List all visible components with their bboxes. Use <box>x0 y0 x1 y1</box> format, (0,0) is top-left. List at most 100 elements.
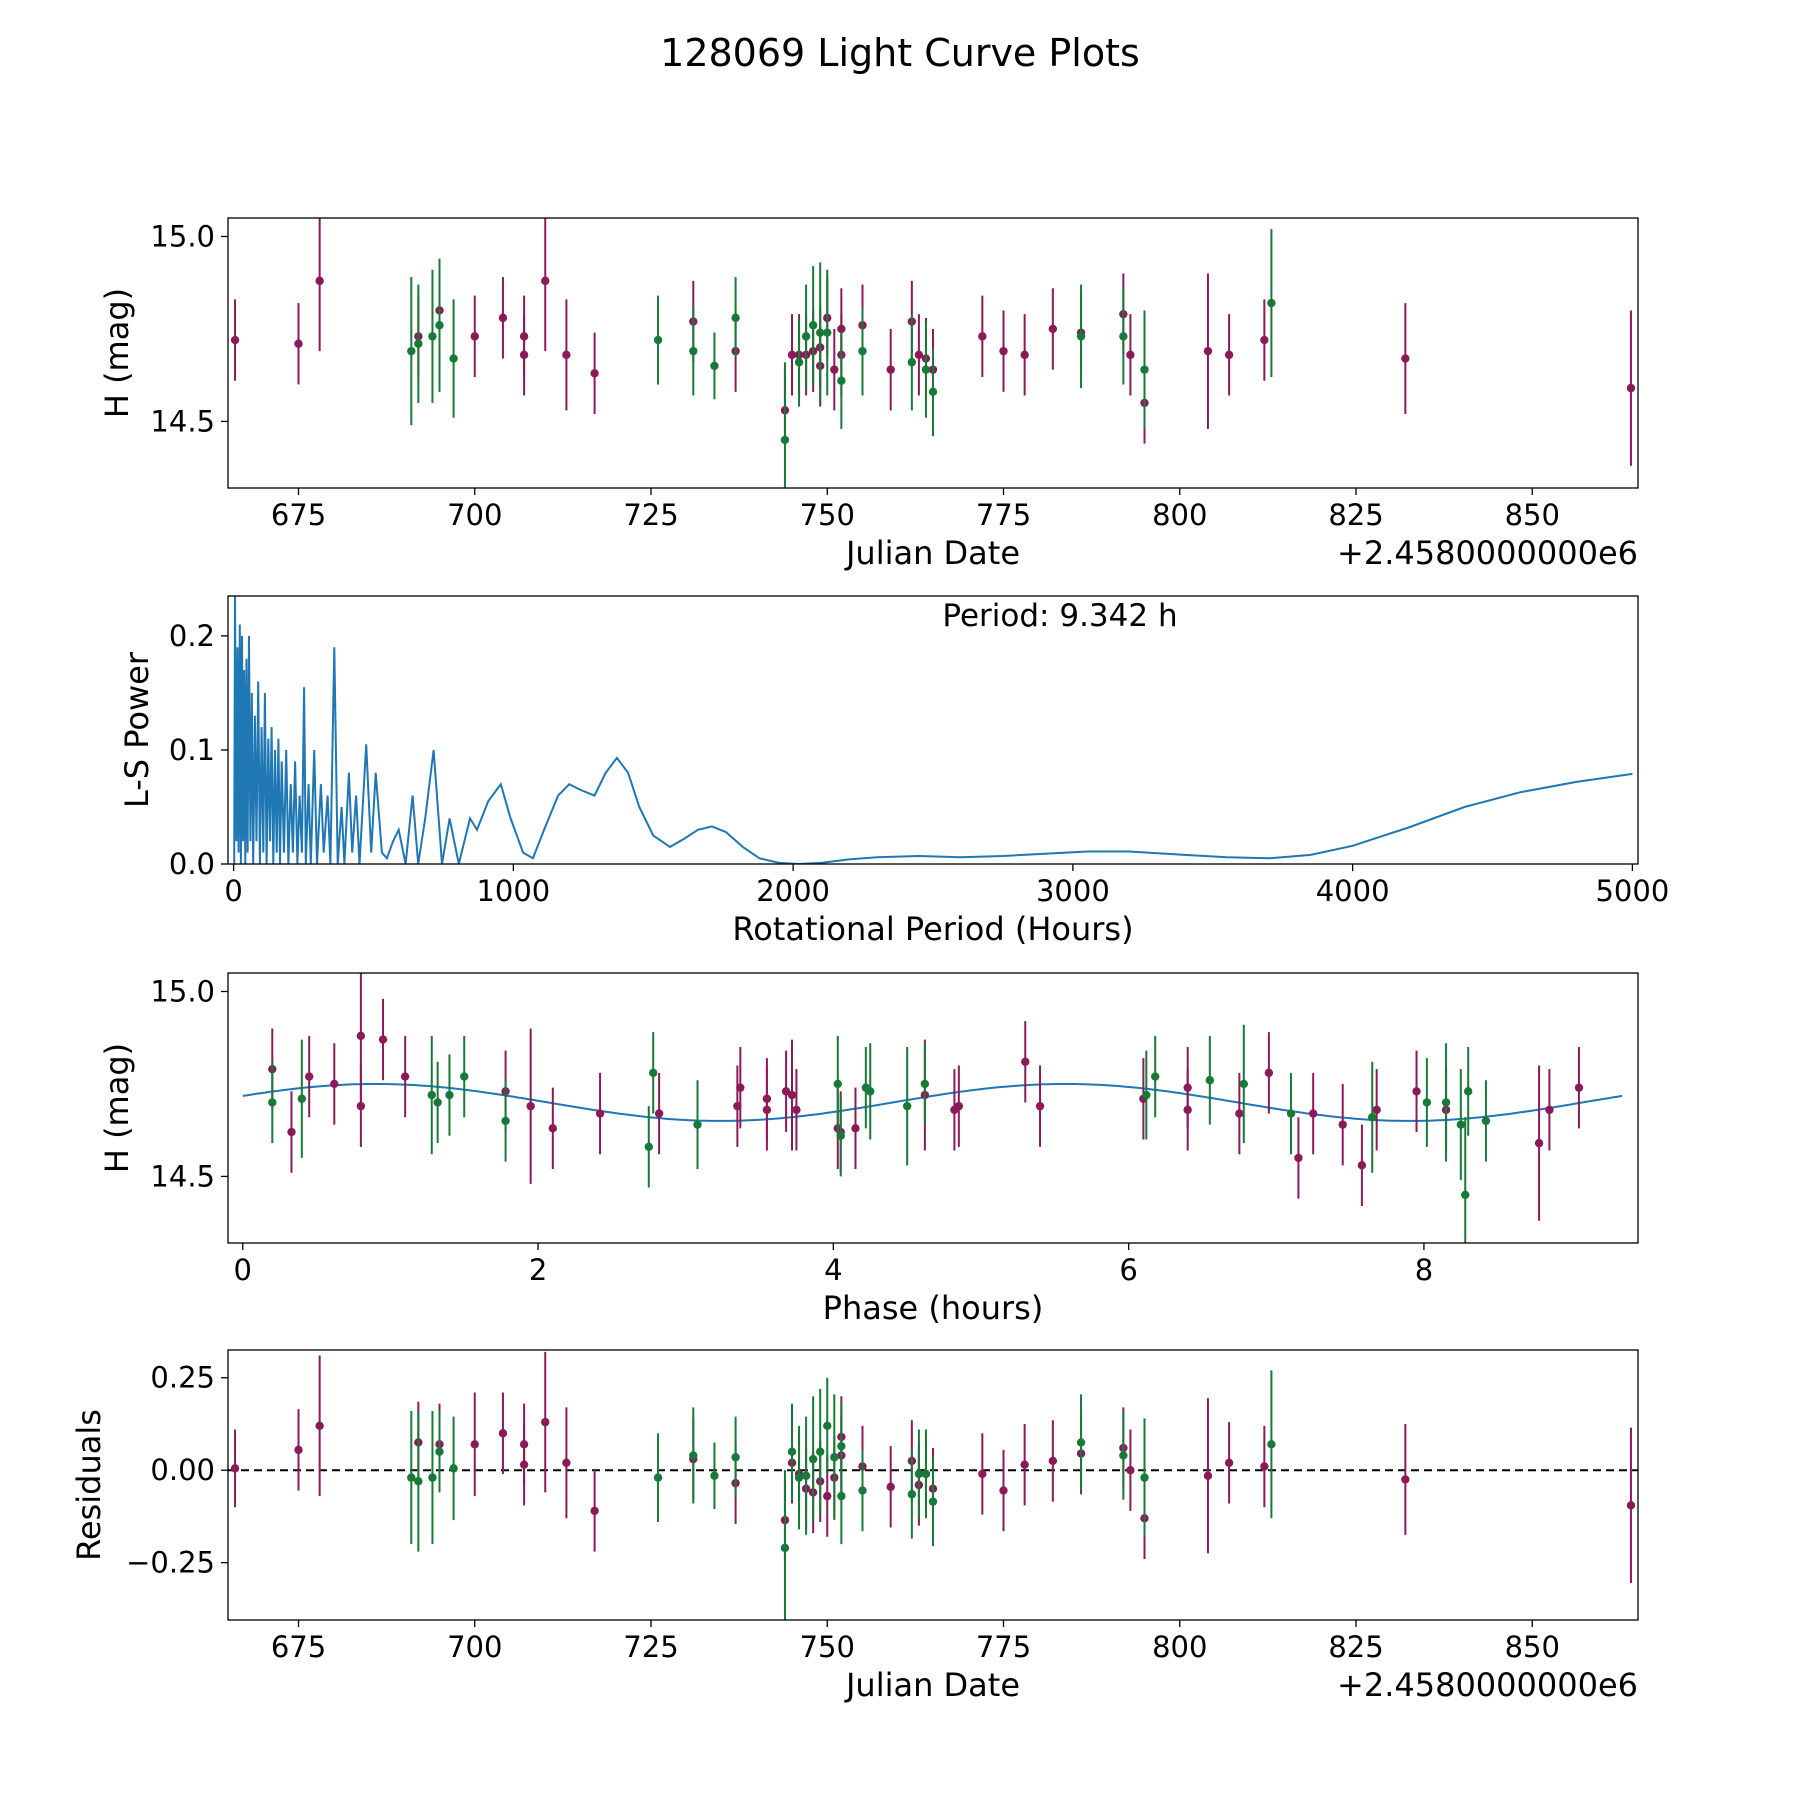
data-point <box>378 1035 388 1044</box>
x-tick-label: 3000 <box>1036 874 1110 908</box>
data-point <box>731 1453 740 1462</box>
series-series_a <box>268 973 1584 1221</box>
data-point <box>433 1098 442 1107</box>
y-tick-label: 14.5 <box>150 1159 215 1193</box>
data-point <box>1357 1161 1367 1170</box>
data-point <box>1126 1466 1135 1475</box>
data-point <box>1183 1105 1192 1115</box>
data-point <box>230 335 240 345</box>
x-axis-label: Julian Date <box>844 1666 1020 1704</box>
data-point <box>823 1421 832 1431</box>
y-axis-label: L-S Power <box>118 651 156 808</box>
data-point <box>1140 1473 1149 1482</box>
data-point <box>595 1109 605 1118</box>
data-point <box>999 1486 1008 1495</box>
x-tick-label: 0 <box>224 874 242 908</box>
data-point <box>1626 1501 1636 1510</box>
data-point <box>1035 1101 1045 1111</box>
data-point <box>928 1497 938 1506</box>
x-tick-label: 775 <box>976 1630 1031 1664</box>
data-point <box>1267 1440 1276 1449</box>
x-tick-label: 0 <box>234 1253 252 1287</box>
data-point <box>736 1083 745 1092</box>
data-point <box>710 361 719 371</box>
y-axis-label: Residuals <box>70 1409 108 1561</box>
data-point <box>519 350 529 360</box>
data-point <box>1294 1153 1303 1163</box>
data-point <box>653 335 663 345</box>
x-tick-label: 2000 <box>756 874 830 908</box>
data-point <box>1076 332 1086 341</box>
plot-area-residuals <box>228 1351 1638 1620</box>
x-tick-label: 4000 <box>1316 874 1390 908</box>
data-point <box>1286 1109 1296 1118</box>
data-point <box>428 1473 437 1482</box>
data-point <box>1264 1068 1274 1078</box>
data-point <box>315 276 324 286</box>
data-point <box>449 1464 458 1473</box>
data-point <box>689 346 698 356</box>
data-point <box>921 365 931 374</box>
x-tick-label: 750 <box>800 498 855 532</box>
x-tick-label: 825 <box>1328 1630 1383 1664</box>
data-point <box>1205 1076 1215 1085</box>
x-tick-label: 775 <box>976 498 1031 532</box>
data-point <box>460 1072 469 1081</box>
data-point <box>886 1482 895 1492</box>
x-tick-label: 750 <box>800 1630 855 1664</box>
data-point <box>470 1440 479 1449</box>
data-point <box>1021 1057 1030 1066</box>
data-point <box>435 321 444 330</box>
data-point <box>519 1460 529 1469</box>
data-point <box>837 376 846 385</box>
data-point <box>978 332 987 341</box>
data-point <box>1308 1109 1318 1118</box>
x-axis-label: Phase (hours) <box>823 1289 1044 1327</box>
data-point <box>644 1142 653 1152</box>
data-point <box>1260 335 1269 345</box>
data-point <box>787 1090 797 1100</box>
y-tick-label: −0.25 <box>126 1546 215 1580</box>
data-point <box>907 358 917 367</box>
data-point <box>823 328 832 337</box>
data-point <box>428 332 437 341</box>
x-tick-label: 700 <box>447 1630 502 1664</box>
data-point <box>407 1473 416 1482</box>
data-point <box>1203 346 1213 356</box>
axes-frame-raw <box>227 217 1639 489</box>
y-tick-label: 0.1 <box>169 733 215 767</box>
data-point <box>501 1116 510 1126</box>
data-point <box>710 1471 719 1480</box>
panel-raw: 675 700 725 750 775 800 825 850 15.0 14.5 Julian D… <box>98 217 1639 572</box>
data-point <box>1401 1475 1410 1484</box>
data-point <box>1126 350 1135 360</box>
data-point <box>427 1090 436 1100</box>
data-point <box>315 1421 324 1431</box>
plot-area-raw <box>230 218 1636 488</box>
y-axis-label: H (mag) <box>98 288 136 418</box>
data-point <box>1020 1460 1029 1469</box>
data-point <box>449 354 458 363</box>
data-point <box>1048 324 1058 334</box>
x-tick-label: 675 <box>271 1630 326 1664</box>
data-point <box>1412 1087 1421 1096</box>
panel-phase: 0 2 4 6 8 15.0 14.5 Phase (hours) H (mag) <box>98 972 1639 1327</box>
data-point <box>794 1473 804 1482</box>
data-point <box>649 1068 658 1078</box>
data-point <box>294 339 303 348</box>
y-axis-label: H (mag) <box>98 1043 136 1173</box>
period-annotation: Period: 9.342 h <box>942 598 1177 634</box>
x-tick-label: 700 <box>447 498 502 532</box>
y-tick-label: 0.25 <box>150 1361 215 1395</box>
data-point <box>792 1105 801 1115</box>
data-point <box>1545 1105 1554 1115</box>
x-offset-text: +2.4580000000e6 <box>1337 1666 1638 1704</box>
data-point <box>1574 1083 1584 1092</box>
data-point <box>830 365 839 374</box>
plot-area-periodogram <box>233 596 1633 864</box>
periodogram-line <box>233 596 1633 864</box>
data-point <box>1151 1072 1160 1081</box>
data-point <box>590 369 599 378</box>
data-point <box>914 350 924 360</box>
data-point <box>801 332 811 341</box>
